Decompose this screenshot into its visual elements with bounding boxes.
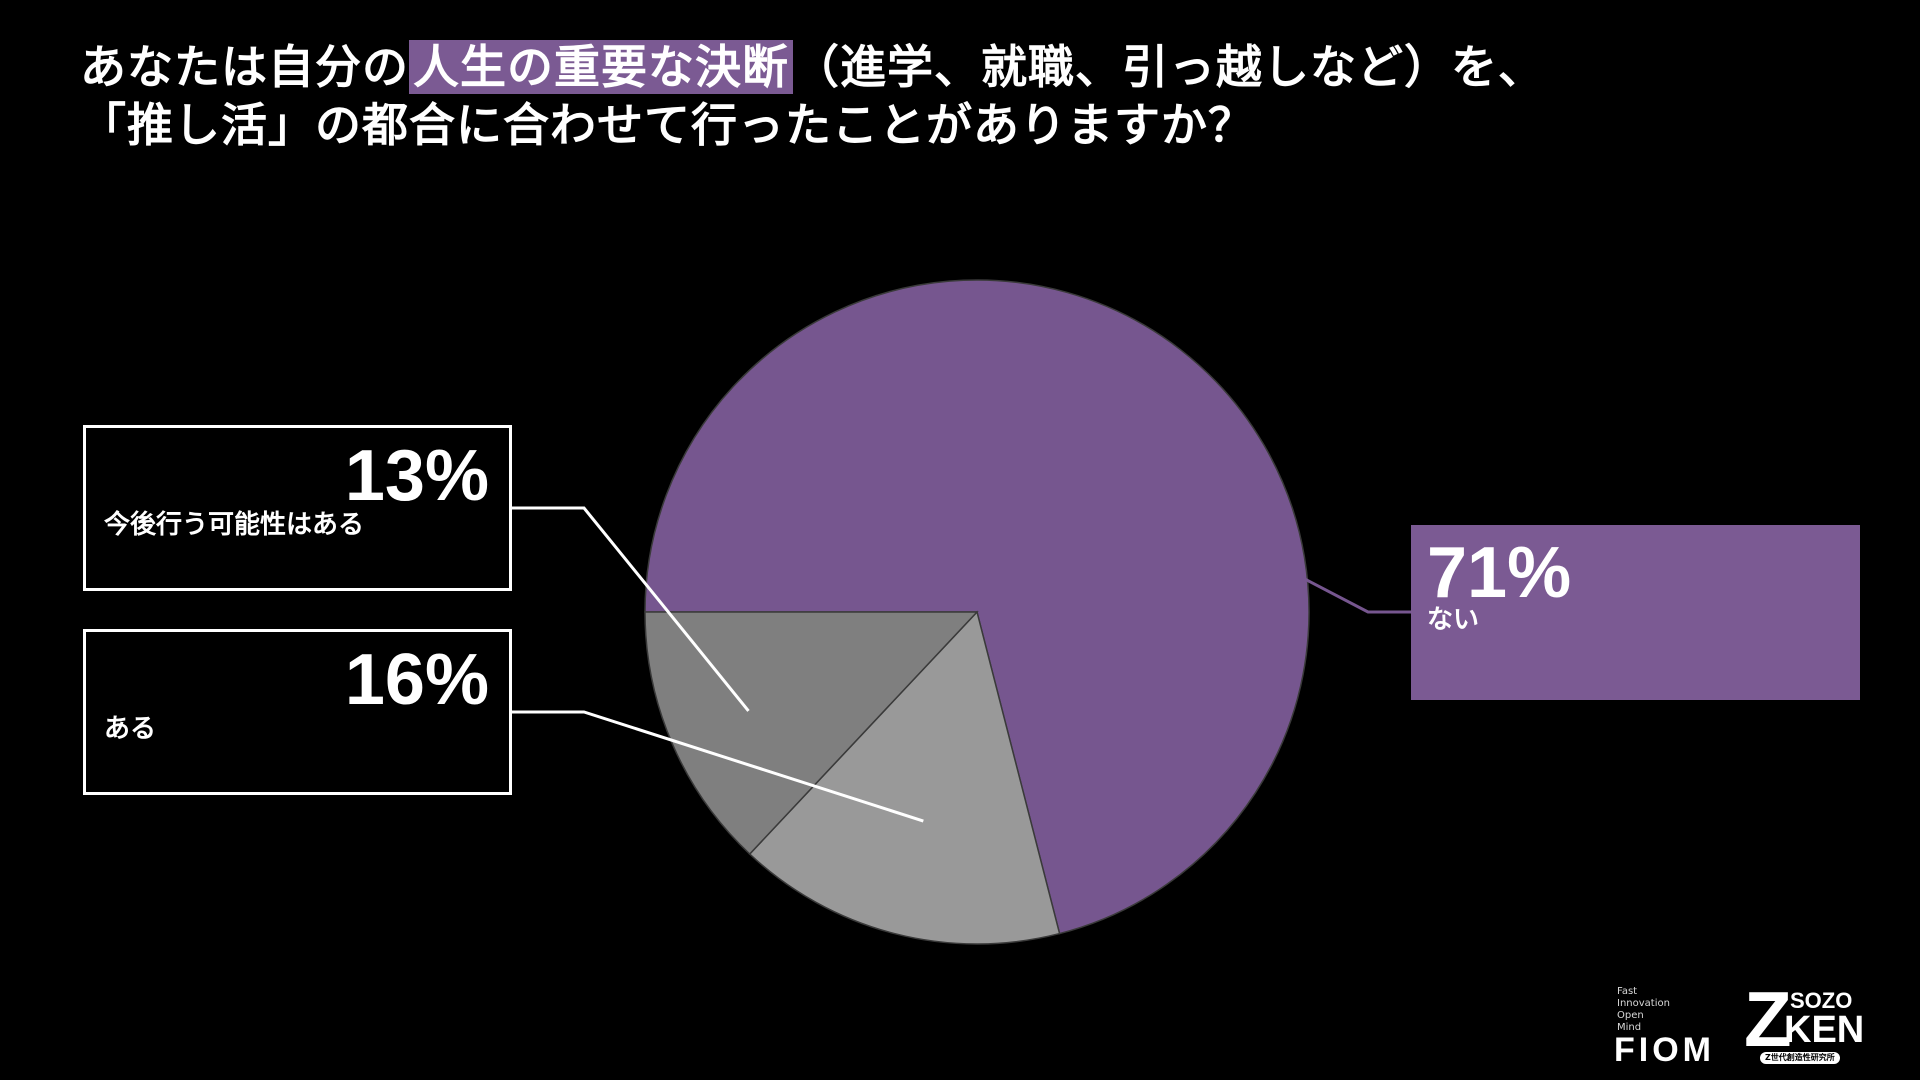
fiom-tagline-word: Mind	[1617, 1022, 1642, 1033]
leader-line-aru	[512, 710, 924, 823]
question-line-1-post: （進学、就職、引っ越しなど）を、	[793, 40, 1545, 94]
fiom-logo: Fast Innovation Open Mind FIOM	[1614, 986, 1734, 1069]
callout-kanousei-percent: 13%	[344, 436, 489, 516]
callout-kanousei: 13% 今後行う可能性はある	[83, 425, 512, 591]
pie-slice-kanousei	[644, 611, 979, 856]
callout-aru-percent: 16%	[344, 640, 489, 720]
leader-lines	[512, 506, 1411, 823]
sozoken-tagline: Z世代創造性研究所	[1760, 1052, 1840, 1064]
question-highlight: 人生の重要な決断	[409, 40, 793, 94]
fiom-wordmark: FIOM	[1614, 1031, 1715, 1069]
question-line-1-pre: あなたは自分の	[80, 40, 409, 94]
question-line-2: 「推し活」の都合に合わせて行ったことがありますか？	[80, 98, 1255, 152]
sozoken-ken: KEN	[1784, 1009, 1865, 1051]
sozoken-sozo: SOZO	[1790, 988, 1853, 1013]
leader-line-nai	[1303, 577, 1411, 614]
callout-nai: 71% ない	[1411, 525, 1860, 700]
question-line-1: あなたは自分の人生の重要な決断（進学、就職、引っ越しなど）を、	[80, 38, 1860, 96]
fiom-tagline-word: Innovation	[1617, 998, 1670, 1009]
callout-aru-label: ある	[104, 714, 157, 744]
pie-slice-aru	[748, 610, 1061, 945]
pie-slice-nai	[644, 279, 1310, 935]
fiom-tagline-word: Fast	[1617, 986, 1638, 997]
question-title: あなたは自分の人生の重要な決断（進学、就職、引っ越しなど）を、 「推し活」の都合…	[80, 38, 1860, 154]
callout-nai-percent: 71%	[1427, 533, 1572, 613]
fiom-tagline: Fast Innovation Open Mind	[1617, 986, 1670, 1034]
callout-aru: 16% ある	[83, 629, 512, 795]
pie-slices	[644, 279, 1310, 945]
fiom-tagline-word: Open	[1617, 1010, 1644, 1021]
sozoken-z-mark: Z	[1744, 975, 1792, 1063]
sozoken-logo: Z SOZO KEN Z世代創造性研究所	[1744, 980, 1865, 1068]
callout-kanousei-label: 今後行う可能性はある	[104, 510, 365, 540]
leader-line-kanousei	[512, 506, 750, 712]
callout-nai-label: ない	[1427, 605, 1480, 635]
